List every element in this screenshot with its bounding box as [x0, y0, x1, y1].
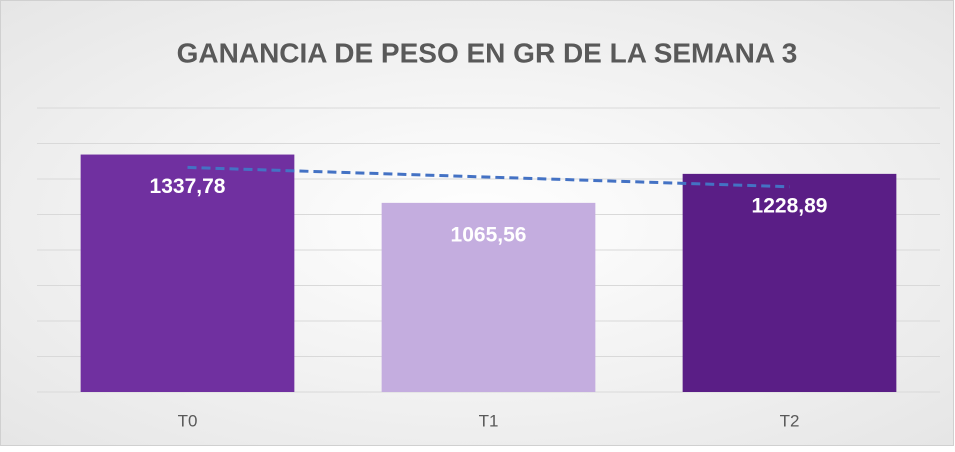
data-label: 1228,89: [752, 194, 828, 217]
x-tick-label: T1: [479, 411, 499, 430]
bar: [80, 154, 295, 392]
data-label: 1337,78: [150, 175, 226, 198]
bar: [381, 202, 596, 392]
x-tick-label: T2: [780, 411, 800, 430]
chart-title: GANANCIA DE PESO EN GR DE LA SEMANA 3: [177, 37, 798, 68]
data-label: 1065,56: [451, 223, 527, 246]
x-tick-label: T0: [178, 411, 198, 430]
trendline: [187, 165, 790, 189]
bar: [682, 173, 897, 392]
